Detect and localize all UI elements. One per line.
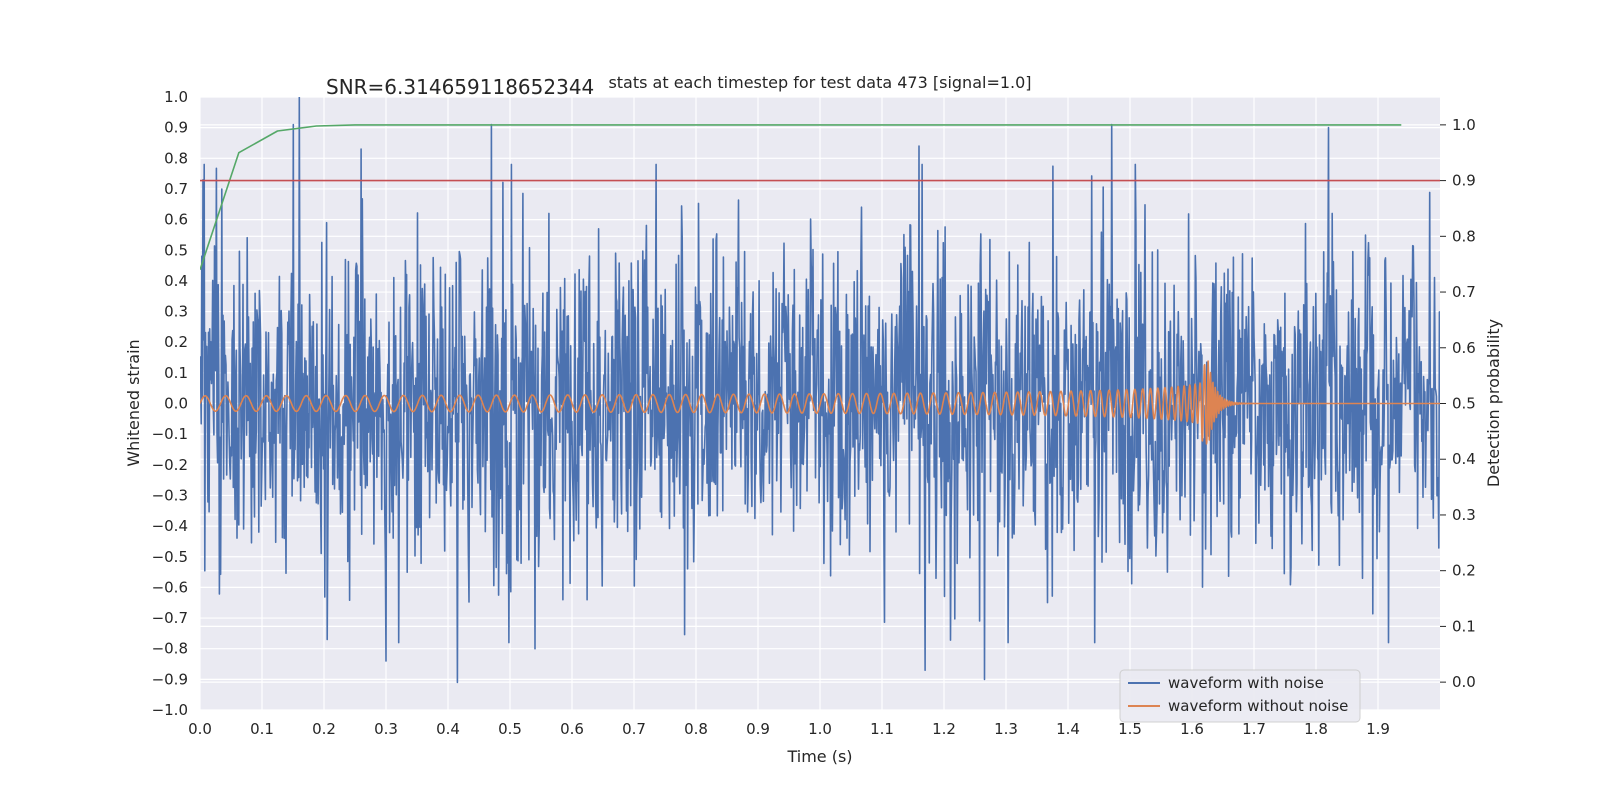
y-tick-label-left: 0.2	[164, 333, 188, 351]
y-tick-label-left: 0.3	[164, 303, 188, 321]
x-tick-label: 0.2	[312, 720, 336, 738]
series-line-detection-probability	[200, 124, 1402, 271]
y-tick-label-right: 0.1	[1452, 617, 1476, 635]
legend-label-clean: waveform without noise	[1168, 697, 1348, 715]
x-tick-label: 1.5	[1118, 720, 1142, 738]
series-layer	[200, 97, 1440, 684]
y-tick-label-right: 0.5	[1452, 395, 1476, 413]
y-tick-label-right: 0.3	[1452, 506, 1476, 524]
y-tick-label-right: 0.6	[1452, 339, 1476, 357]
y-tick-label-left: 0.7	[164, 180, 188, 198]
y-tick-label-left: −0.6	[152, 578, 188, 596]
x-tick-label: 0.0	[188, 720, 212, 738]
x-tick-label: 0.1	[250, 720, 274, 738]
y-tick-label-left: 1.0	[164, 88, 188, 106]
x-tick-label: 0.9	[746, 720, 770, 738]
y-tick-label-right: 0.7	[1452, 283, 1476, 301]
legend-label-noise: waveform with noise	[1168, 674, 1324, 692]
y-tick-label-left: 0.1	[164, 364, 188, 382]
y-tick-label-left: −0.1	[152, 425, 188, 443]
x-tick-label: 0.7	[622, 720, 646, 738]
chart-title: stats at each timestep for test data 473…	[608, 73, 1031, 92]
x-tick-label: 1.6	[1180, 720, 1204, 738]
y-axis-label-right: Detection probability	[1484, 319, 1503, 487]
x-tick-label: 1.0	[808, 720, 832, 738]
y-tick-label-left: 0.9	[164, 119, 188, 137]
y-tick-label-right: 0.8	[1452, 227, 1476, 245]
y-tick-label-right: 0.0	[1452, 673, 1476, 691]
x-tick-label: 1.1	[870, 720, 894, 738]
x-tick-label: 0.4	[436, 720, 460, 738]
x-tick-label: 0.3	[374, 720, 398, 738]
y-tick-label-left: −0.5	[152, 548, 188, 566]
y-tick-label-left: 0.0	[164, 395, 188, 413]
x-tick-label: 1.9	[1366, 720, 1390, 738]
y-tick-label-left: −1.0	[152, 701, 188, 719]
ticks: 0.0 0.1 0.2 0.3 0.4 0.5 0.6 0.7 0.8 0.9 1.0 1.1 1.2 1…	[152, 88, 1476, 738]
x-tick-label: 1.8	[1304, 720, 1328, 738]
series-line-waveform-without-noise	[200, 360, 1440, 445]
x-tick-label: 0.8	[684, 720, 708, 738]
y-tick-label-left: −0.3	[152, 486, 188, 504]
y-tick-label-left: 0.8	[164, 149, 188, 167]
y-tick-label-right: 0.2	[1452, 562, 1476, 580]
y-tick-label-left: −0.7	[152, 609, 188, 627]
y-tick-label-left: 0.4	[164, 272, 188, 290]
x-axis-label: Time (s)	[786, 747, 852, 766]
x-tick-label: 1.3	[994, 720, 1018, 738]
y-tick-label-left: −0.4	[152, 517, 188, 535]
x-tick-label: 0.6	[560, 720, 584, 738]
legend: waveform with noise waveform without noi…	[1119, 669, 1361, 723]
y-tick-label-left: 0.6	[164, 211, 188, 229]
y-tick-label-left: −0.2	[152, 456, 188, 474]
y-tick-label-right: 0.4	[1452, 450, 1476, 468]
x-tick-label: 1.7	[1242, 720, 1266, 738]
x-tick-label: 0.5	[498, 720, 522, 738]
legend-box	[1119, 669, 1361, 723]
x-tick-label: 1.4	[1056, 720, 1080, 738]
x-tick-label: 1.2	[932, 720, 956, 738]
snr-annotation: SNR=6.314659118652344	[326, 75, 594, 99]
y-tick-label-left: −0.9	[152, 670, 188, 688]
y-tick-label-right: 1.0	[1452, 116, 1476, 134]
y-axis-label-left: Whitened strain	[124, 339, 143, 466]
y-tick-label-right: 0.9	[1452, 172, 1476, 190]
y-tick-label-left: 0.5	[164, 241, 188, 259]
y-tick-label-left: −0.8	[152, 640, 188, 658]
series-line-waveform-with-noise	[200, 97, 1440, 684]
